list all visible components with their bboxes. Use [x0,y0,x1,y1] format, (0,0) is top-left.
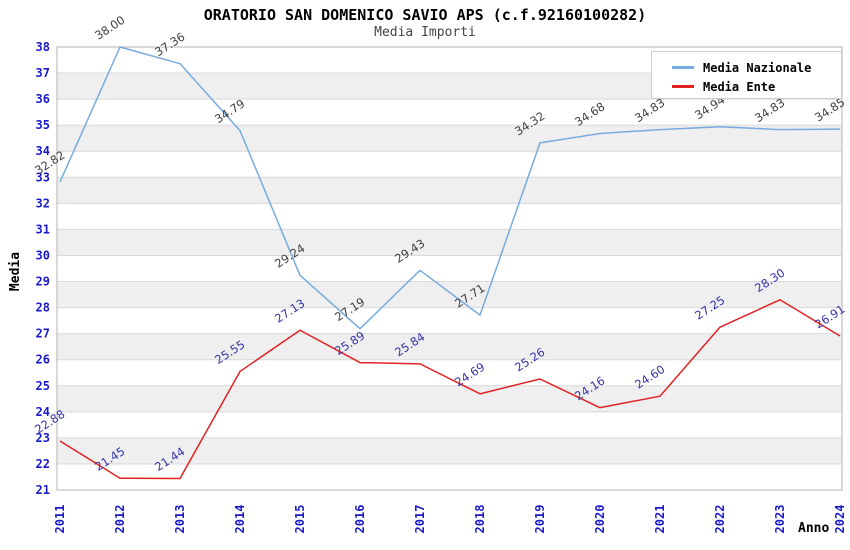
y-tick-label: 22 [36,457,50,471]
plot-band [57,151,842,178]
x-tick-label: 2020 [593,505,607,534]
plot-band [57,99,842,126]
y-tick-label: 38 [36,40,50,54]
legend-item-media-nazionale: Media Nazionale [672,58,841,77]
y-tick-label: 28 [36,301,50,315]
legend-label-media-nazionale: Media Nazionale [703,60,812,75]
y-tick-label: 30 [36,248,50,262]
plot-band [57,333,842,360]
plot-band [57,307,842,334]
plot-band [57,177,842,204]
x-tick-label: 2018 [473,505,487,534]
x-axis-title: Anno [798,521,830,536]
y-axis-title: Media [2,226,30,316]
chart-title: ORATORIO SAN DOMENICO SAVIO APS (c.f.921… [203,6,647,24]
x-tick-label: 2014 [233,505,247,534]
y-tick-label: 24 [36,405,50,419]
legend-swatch-media-nazionale [672,66,694,69]
x-tick-label: 2013 [173,505,187,534]
y-tick-label: 32 [36,196,50,210]
y-tick-label: 23 [36,431,50,445]
plot-band [57,437,842,464]
y-tick-label: 29 [36,275,50,289]
x-tick-label: 2023 [773,505,787,534]
x-tick-label: 2024 [833,505,847,534]
plot-band [57,255,842,282]
x-tick-label: 2021 [653,505,667,534]
y-axis-title-text: Media [8,251,24,291]
y-tick-label: 36 [36,92,50,106]
plot-band [57,411,842,438]
y-tick-label: 33 [36,170,50,184]
plot-band [57,125,842,152]
y-tick-label: 35 [36,118,50,132]
plot-band [57,385,842,412]
plot-band [57,229,842,256]
x-tick-label: 2012 [113,505,127,534]
legend-label-media-ente: Media Ente [703,79,776,94]
plot-band [57,281,842,308]
chart-subtitle: Media Importi [374,25,476,40]
x-tick-label: 2011 [53,505,67,534]
plot-band [57,463,842,490]
y-tick-label: 37 [36,66,50,80]
legend-item-media-ente: Media Ente [672,77,841,96]
legend: Media Nazionale Media Ente [651,51,842,99]
series-line-media-ente [59,299,841,480]
x-tick-label: 2019 [533,505,547,534]
y-tick-label: 27 [36,327,50,341]
y-tick-label: 34 [36,144,50,158]
x-tick-label: 2015 [293,505,307,534]
y-tick-label: 21 [36,483,50,497]
plot-border [56,46,843,491]
y-tick-label: 31 [36,222,50,236]
x-tick-label: 2022 [713,505,727,534]
y-tick-label: 25 [36,379,50,393]
x-tick-label: 2016 [353,505,367,534]
plot-band [57,203,842,230]
plot-band [57,359,842,386]
legend-swatch-media-ente [672,85,694,88]
series-line-media-nazionale [59,46,841,330]
y-tick-label: 26 [36,353,50,367]
x-tick-label: 2017 [413,505,427,534]
